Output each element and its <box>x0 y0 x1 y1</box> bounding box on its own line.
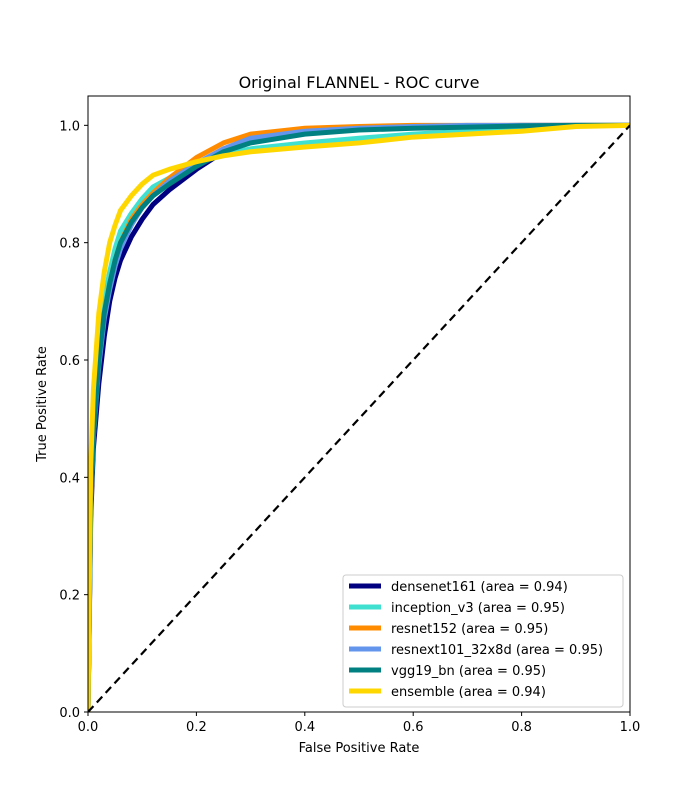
y-tick-label: 0.4 <box>59 471 80 486</box>
legend-entry-label: resnext101_32x8d (area = 0.95) <box>391 643 603 658</box>
chart-title: Original FLANNEL - ROC curve <box>239 73 480 92</box>
legend-entry-label: resnet152 (area = 0.95) <box>391 622 548 637</box>
x-axis-label: False Positive Rate <box>299 741 420 756</box>
legend-entry-label: vgg19_bn (area = 0.95) <box>391 664 546 679</box>
plot-frame <box>87 95 631 713</box>
legend: densenet161 (area = 0.94) inception_v3 (a… <box>342 574 624 708</box>
legend-entry-label: densenet161 (area = 0.94) <box>391 580 568 595</box>
y-tick-label: 0.6 <box>59 354 80 369</box>
diagonal-reference-line <box>88 124 630 712</box>
y-axis: 0.0 0.2 0.4 0.6 0.8 1.0 <box>59 119 88 721</box>
y-tick-label: 0.0 <box>59 706 80 721</box>
y-tick-label: 1.0 <box>59 119 80 134</box>
legend-entry-label: ensemble (area = 0.94) <box>391 685 546 700</box>
legend-box <box>342 574 624 708</box>
x-tick-label: 0.6 <box>403 720 424 735</box>
x-axis: 0.0 0.2 0.4 0.6 0.8 1.0 <box>78 712 641 735</box>
series-line-4 <box>88 122 630 712</box>
plot-area <box>88 122 630 712</box>
x-tick-label: 0.4 <box>294 720 315 735</box>
series-line-5 <box>88 122 630 712</box>
legend-entry-label: inception_v3 (area = 0.95) <box>391 601 565 616</box>
x-tick-label: 1.0 <box>620 720 641 735</box>
x-tick-label: 0.2 <box>186 720 207 735</box>
x-tick-label: 0.8 <box>511 720 532 735</box>
y-tick-label: 0.8 <box>59 237 80 252</box>
y-tick-label: 0.2 <box>59 589 80 604</box>
y-axis-label: True Positive Rate <box>35 346 50 463</box>
x-tick-label: 0.0 <box>78 720 99 735</box>
